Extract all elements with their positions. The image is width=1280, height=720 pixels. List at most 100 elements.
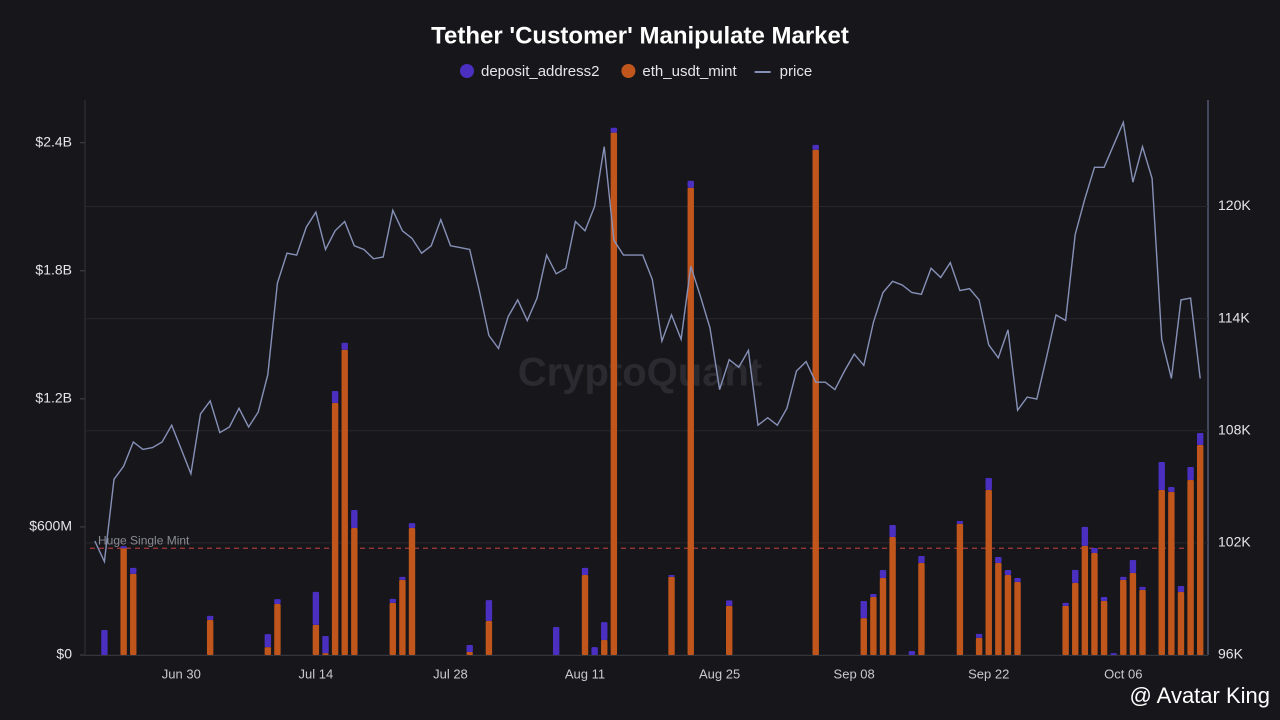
bar-segment [687,180,694,188]
bar-segment [860,618,867,655]
bar-segment [1168,487,1175,492]
y-tick-label: $2.4B [35,133,72,149]
bar-segment [1072,582,1079,655]
legend-label: price [780,63,813,80]
bar-segment [995,562,1002,655]
bar-segment [408,523,416,528]
bar-segment [1196,444,1204,655]
bar-segment [341,349,348,655]
bar-segment [466,652,473,655]
bar-segment [274,599,281,604]
bar-segment [812,144,819,150]
bar-segment [399,576,406,580]
bar-segment [668,574,675,577]
bar-segment [130,567,137,574]
x-tick-label: Sep 22 [968,666,1009,681]
bar-segment [130,573,137,655]
bar-segment [1158,489,1165,655]
bar-segment [1014,577,1021,582]
bar-segment [1168,491,1175,655]
bar-segment [726,605,733,655]
y2-tick-label: 108K [1218,421,1251,437]
bar-segment [399,579,406,655]
bar-segment [101,630,108,655]
bar-segment [312,624,320,655]
y-tick-label: $600M [29,518,72,534]
bar-segment [1196,433,1204,445]
y2-tick-label: 120K [1218,197,1251,213]
bar-segment [1177,592,1185,655]
y-tick-label: $1.8B [35,261,72,277]
bar-segment [610,132,618,656]
bar-segment [879,570,887,578]
bar-segment [1004,574,1012,655]
bar-segment [1187,479,1194,655]
bar-segment [1110,653,1117,655]
bar-segment [610,127,618,133]
bar-segment [1139,586,1146,590]
bar-segment [985,489,992,655]
bar-segment [1081,545,1089,655]
bar-segment [918,562,925,655]
y-tick-label: $1.2B [35,390,72,406]
bar-segment [889,536,896,655]
bar-segment [466,644,473,653]
bar-segment [975,637,983,655]
y2-tick-label: 102K [1218,534,1251,550]
bar-segment [1158,462,1165,490]
bar-segment [591,647,598,655]
x-tick-label: Sep 08 [834,666,875,681]
bar-segment [1062,605,1069,655]
y2-tick-label: 114K [1218,309,1250,325]
bar-segment [870,593,877,597]
legend-swatch [460,64,474,78]
bar-segment [581,567,589,575]
watermark: CryptoQuant [518,351,762,395]
x-tick-label: Aug 25 [699,666,740,681]
bar-segment [870,596,877,655]
bar-segment [206,615,214,620]
bar-segment [918,555,925,563]
bar-segment [995,557,1002,563]
bar-segment [687,187,694,655]
bar-segment [581,574,589,655]
bar-segment [408,527,416,655]
bar-segment [975,633,983,638]
bar-segment [908,650,916,655]
bar-segment [1072,569,1079,583]
price-line [94,119,1201,565]
bar-segment [120,546,127,549]
bar-segment [1120,579,1127,655]
chart-title: Tether 'Customer' Manipulate Market [431,22,849,49]
x-tick-label: Jul 14 [299,666,334,681]
bar-segment [264,647,272,655]
bar-segment [485,621,493,655]
bar-segment [1129,560,1137,574]
bar-segment [274,603,281,655]
bar-segment [956,520,964,524]
bar-segment [956,523,964,655]
bar-segment [985,478,992,490]
legend-swatch [621,64,636,78]
bar-segment [485,600,493,622]
legend-label: eth_usdt_mint [642,63,737,80]
bar-segment [1004,570,1012,575]
bar-segment [206,619,214,655]
y2-tick-label: 96K [1218,646,1244,662]
bar-segment [1177,586,1185,593]
bar-segment [389,598,396,603]
bar-segment [1129,573,1137,655]
bar-segment [1091,548,1098,553]
bar-segment [351,527,358,655]
bar-segment [889,525,896,537]
bar-segment [1091,552,1098,655]
bar-segment [331,402,339,655]
x-tick-label: Jul 28 [433,666,468,681]
x-tick-label: Oct 06 [1104,666,1142,681]
bar-segment [1100,596,1108,601]
x-tick-label: Jun 30 [162,666,201,681]
bar-segment [264,634,272,648]
bar-segment [860,600,867,619]
